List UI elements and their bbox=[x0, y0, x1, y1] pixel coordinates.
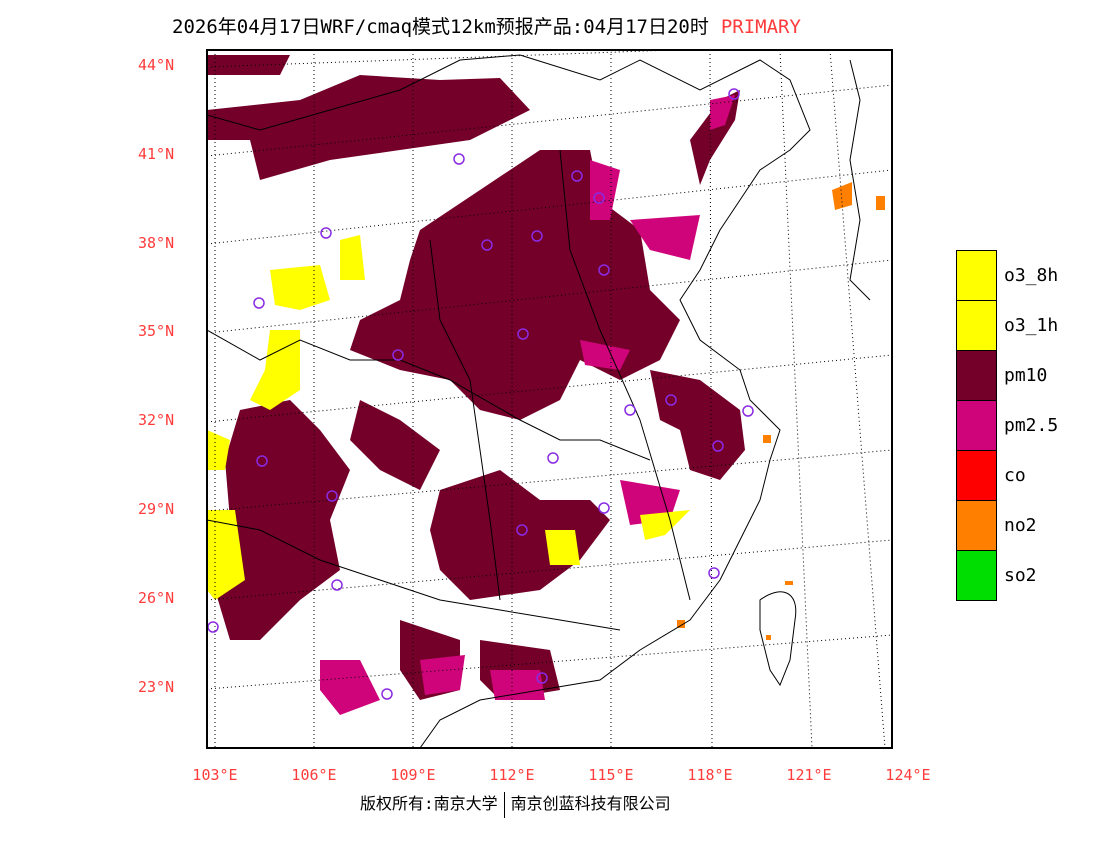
city-marker bbox=[320, 227, 332, 239]
legend-item: pm10 bbox=[956, 350, 1058, 400]
lon-label: 118°E bbox=[687, 766, 733, 784]
lat-label: 29°N bbox=[138, 500, 175, 518]
city-marker bbox=[624, 404, 636, 416]
legend-swatch bbox=[956, 250, 997, 300]
legend-label: o3_1h bbox=[1004, 314, 1059, 336]
city-marker bbox=[598, 264, 610, 276]
legend-swatch bbox=[956, 300, 997, 350]
legend-swatch bbox=[956, 350, 997, 400]
footer-separator bbox=[503, 791, 505, 818]
legend-swatch bbox=[956, 450, 997, 500]
map-title: 2026年04月17日WRF/cmaq模式12km预报产品:04月17日20时 P… bbox=[172, 12, 801, 39]
lat-label: 35°N bbox=[138, 322, 175, 341]
lon-label: 121°E bbox=[786, 766, 832, 784]
city-marker bbox=[253, 297, 265, 309]
lat-label: 44°N bbox=[138, 56, 175, 74]
lon-label: 112°E bbox=[489, 766, 535, 784]
city-marker bbox=[712, 440, 724, 452]
city-marker bbox=[708, 567, 720, 579]
legend-swatch bbox=[956, 400, 997, 450]
copyright-footer: 版权所有:南京大学 南京创蓝科技有限公司 bbox=[360, 790, 671, 818]
no2-areas bbox=[677, 182, 885, 640]
pollution-areas bbox=[207, 50, 892, 748]
legend-label: so2 bbox=[1004, 564, 1037, 586]
city-marker bbox=[207, 621, 219, 633]
lon-label: 106°E bbox=[291, 766, 337, 784]
city-marker bbox=[256, 455, 268, 467]
city-marker bbox=[481, 239, 493, 251]
city-markers bbox=[207, 88, 754, 700]
lon-label: 109°E bbox=[390, 766, 436, 784]
city-marker bbox=[547, 452, 559, 464]
legend-item: pm2.5 bbox=[956, 400, 1058, 450]
o3-areas bbox=[207, 235, 690, 600]
city-marker bbox=[326, 490, 338, 502]
legend-label: co bbox=[1004, 464, 1026, 486]
copyright-left: 版权所有:南京大学 bbox=[360, 794, 498, 813]
city-marker bbox=[536, 672, 548, 684]
lon-label: 115°E bbox=[588, 766, 634, 784]
legend-item: o3_1h bbox=[956, 300, 1058, 350]
city-marker bbox=[381, 688, 393, 700]
title-text: 2026年04月17日WRF/cmaq模式12km预报产品:04月17日20时 bbox=[172, 16, 709, 38]
legend-item: no2 bbox=[956, 500, 1058, 550]
city-marker bbox=[517, 328, 529, 340]
lat-label: 32°N bbox=[138, 411, 175, 430]
map-frame bbox=[206, 49, 893, 749]
legend-label: pm10 bbox=[1004, 364, 1048, 386]
city-marker bbox=[331, 579, 343, 591]
city-marker bbox=[593, 192, 605, 204]
legend-label: no2 bbox=[1004, 514, 1037, 536]
city-marker bbox=[531, 230, 543, 242]
copyright-right: 南京创蓝科技有限公司 bbox=[510, 794, 671, 813]
boundaries bbox=[207, 54, 871, 748]
city-marker bbox=[392, 349, 404, 361]
lon-label: 103°E bbox=[192, 766, 238, 784]
legend-label: o3_8h bbox=[1004, 264, 1059, 286]
legend-label: pm2.5 bbox=[1004, 414, 1059, 436]
lat-label: 41°N bbox=[138, 144, 175, 163]
city-marker bbox=[728, 88, 740, 100]
city-marker bbox=[665, 394, 677, 406]
legend-item: o3_8h bbox=[956, 250, 1058, 300]
legend: o3_8h o3_1h pm10 pm2.5 co no2 so2 bbox=[956, 250, 1058, 601]
lat-label: 38°N bbox=[138, 233, 175, 252]
legend-item: co bbox=[956, 450, 1058, 500]
lat-label: 26°N bbox=[138, 588, 175, 607]
lat-label: 23°N bbox=[138, 677, 175, 696]
title-tag: PRIMARY bbox=[720, 16, 801, 38]
city-marker bbox=[453, 153, 465, 165]
city-marker bbox=[742, 405, 754, 417]
city-marker bbox=[571, 170, 583, 182]
legend-swatch bbox=[956, 500, 997, 550]
legend-swatch bbox=[956, 549, 997, 601]
lon-label: 124°E bbox=[885, 766, 931, 784]
legend-item: so2 bbox=[956, 549, 1058, 601]
graticule bbox=[207, 50, 892, 748]
city-marker bbox=[598, 502, 610, 514]
city-marker bbox=[516, 524, 528, 536]
